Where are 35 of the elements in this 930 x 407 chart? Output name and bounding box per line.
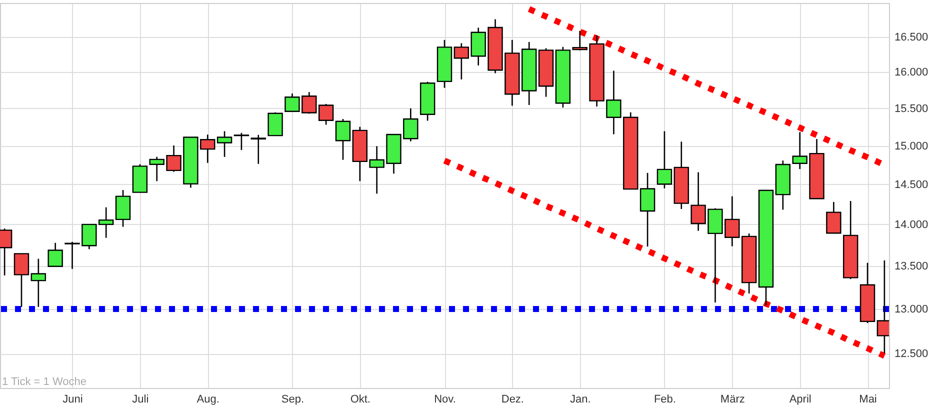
x-tick-label: Feb. — [654, 394, 676, 406]
y-tick-label: 14.000 — [894, 218, 928, 231]
x-tick-label: Nov. — [434, 394, 456, 406]
y-tick-label: 16.000 — [894, 66, 928, 79]
y-tick-label: 15.000 — [894, 140, 928, 152]
candlestick — [30, 258, 46, 308]
candlestick — [335, 118, 351, 160]
candlestick — [318, 103, 334, 126]
x-tick-label: Sep. — [281, 394, 304, 406]
y-tick-label: 13.500 — [894, 260, 928, 272]
y-tick-label: 14.500 — [894, 178, 928, 191]
annotation: 1 Tick = 1 Woche — [2, 376, 86, 388]
candlestick — [115, 189, 131, 228]
x-tick-label: Dez. — [501, 394, 524, 406]
candlestick — [640, 172, 656, 248]
x-tick-label: Jan. — [570, 394, 591, 406]
x-tick-label: Juni — [62, 394, 83, 406]
y-tick-label: 13.000 — [894, 303, 928, 316]
x-tick-label: Mai — [859, 394, 877, 406]
x-tick-label: März — [720, 394, 745, 406]
candlestick — [216, 130, 232, 158]
y-tick-label: 16.500 — [894, 32, 928, 44]
candlestick — [656, 130, 672, 190]
candlestick — [250, 134, 266, 165]
x-tick-label: Juli — [132, 394, 149, 406]
candlestick — [14, 252, 30, 308]
y-tick-label: 15.500 — [894, 102, 928, 115]
y-tick-label: 12.500 — [894, 348, 928, 360]
x-tick-label: April — [789, 394, 812, 406]
candlestick — [826, 201, 842, 234]
x-tick-label: Okt. — [350, 394, 370, 406]
x-tick-label: Aug. — [196, 394, 220, 406]
candlestick — [234, 132, 250, 151]
candlestick — [48, 242, 63, 268]
candlestick — [268, 112, 283, 136]
